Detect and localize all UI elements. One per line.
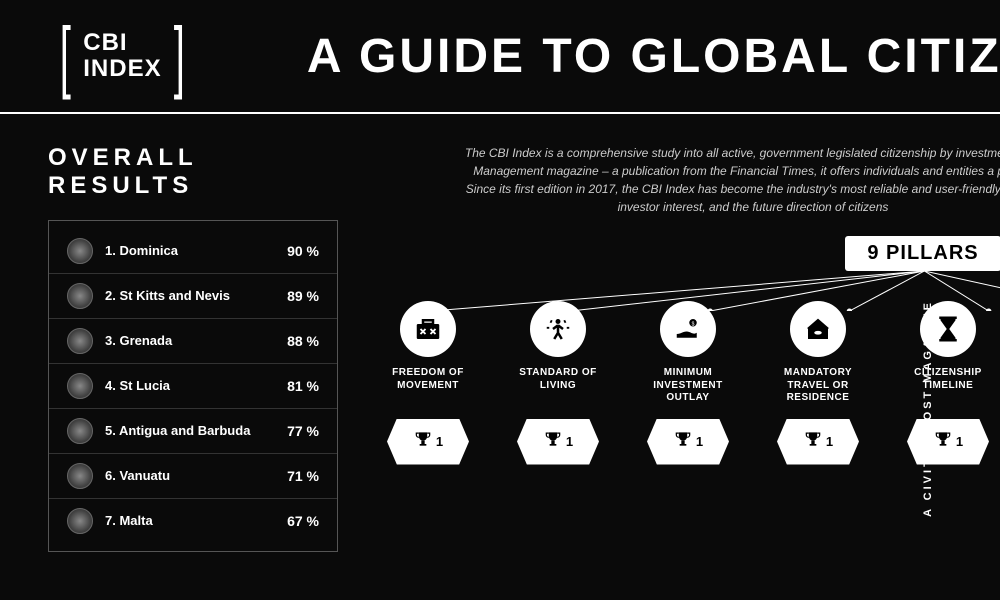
pillar-item: $ MINIMUM INVESTMENT OUTLAY bbox=[638, 301, 738, 405]
table-row: 6. Vanuatu71 % bbox=[49, 454, 337, 499]
pillar-label: MINIMUM INVESTMENT OUTLAY bbox=[638, 367, 738, 405]
trophy-icon bbox=[673, 429, 693, 454]
logo: [ CBI INDEX ] bbox=[48, 28, 197, 84]
percentage-value: 89 % bbox=[269, 288, 319, 304]
logo-line2: INDEX bbox=[83, 56, 161, 82]
intro-line: investor interest, and the future direct… bbox=[388, 198, 1000, 216]
country-name: 2. St Kitts and Nevis bbox=[105, 288, 269, 304]
rank-number: 1 bbox=[696, 434, 703, 449]
pillar-label: CITIZENSHIP TIMELINE bbox=[898, 367, 998, 392]
intro-line: The CBI Index is a comprehensive study i… bbox=[388, 144, 1000, 162]
results-table: 1. Dominica90 %2. St Kitts and Nevis89 %… bbox=[48, 220, 338, 552]
pillars-label: 9 PILLARS bbox=[845, 236, 1000, 271]
flag-icon bbox=[67, 283, 93, 309]
country-name: 5. Antigua and Barbuda bbox=[105, 423, 269, 439]
table-row: 5. Antigua and Barbuda77 % bbox=[49, 409, 337, 454]
svg-text:$: $ bbox=[692, 321, 695, 327]
country-name: 3. Grenada bbox=[105, 333, 269, 349]
percentage-value: 90 % bbox=[269, 243, 319, 259]
rank-number: 1 bbox=[566, 434, 573, 449]
rank-badge: 1 bbox=[508, 419, 608, 465]
flag-icon bbox=[67, 373, 93, 399]
pillar-label: MANDATORY TRAVEL OR RESIDENCE bbox=[768, 367, 868, 405]
rank-number: 1 bbox=[436, 434, 443, 449]
trophy-icon bbox=[543, 429, 563, 454]
pillar-item: CITIZENSHIP TIMELINE bbox=[898, 301, 998, 405]
intro-line: Management magazine – a publication from… bbox=[388, 162, 1000, 180]
bracket-left-icon: [ bbox=[57, 28, 75, 84]
table-row: 2. St Kitts and Nevis89 % bbox=[49, 274, 337, 319]
intro-text: The CBI Index is a comprehensive study i… bbox=[378, 144, 1000, 236]
page-title: A GUIDE TO GLOBAL CITIZ bbox=[307, 29, 1000, 84]
pillar-label: FREEDOM OF MOVEMENT bbox=[378, 367, 478, 392]
rank-badge: 1 bbox=[638, 419, 738, 465]
badges-row: 111111 bbox=[378, 419, 1000, 465]
main-content: OVERALL RESULTS 1. Dominica90 %2. St Kit… bbox=[0, 114, 1000, 552]
flag-icon bbox=[67, 328, 93, 354]
side-watermark: A CIVITAS POST MAGAZINE bbox=[922, 300, 934, 517]
logo-line1: CBI bbox=[83, 30, 161, 56]
results-column: OVERALL RESULTS 1. Dominica90 %2. St Kit… bbox=[48, 144, 338, 552]
percentage-value: 81 % bbox=[269, 378, 319, 394]
connector-lines bbox=[378, 271, 1000, 311]
rank-number: 1 bbox=[826, 434, 833, 449]
rank-badge: 1 bbox=[768, 419, 868, 465]
country-name: 7. Malta bbox=[105, 513, 269, 529]
flag-icon bbox=[67, 508, 93, 534]
rank-badge: 1 bbox=[898, 419, 998, 465]
percentage-value: 67 % bbox=[269, 513, 319, 529]
table-row: 1. Dominica90 % bbox=[49, 229, 337, 274]
country-name: 4. St Lucia bbox=[105, 378, 269, 394]
trophy-icon bbox=[413, 429, 433, 454]
bracket-right-icon: ] bbox=[170, 28, 188, 84]
pillar-item: STANDARD OF LIVING bbox=[508, 301, 608, 405]
table-row: 4. St Lucia81 % bbox=[49, 364, 337, 409]
intro-line: Since its first edition in 2017, the CBI… bbox=[388, 180, 1000, 198]
country-name: 1. Dominica bbox=[105, 243, 269, 259]
pillar-label: STANDARD OF LIVING bbox=[508, 367, 608, 392]
rank-badge: 1 bbox=[378, 419, 478, 465]
trophy-icon bbox=[803, 429, 823, 454]
country-name: 6. Vanuatu bbox=[105, 468, 269, 484]
pillars-column: The CBI Index is a comprehensive study i… bbox=[338, 144, 1000, 552]
rank-number: 1 bbox=[956, 434, 963, 449]
flag-icon bbox=[67, 463, 93, 489]
header: [ CBI INDEX ] A GUIDE TO GLOBAL CITIZ bbox=[0, 0, 1000, 114]
overall-results-heading: OVERALL RESULTS bbox=[48, 144, 338, 200]
pillar-item: MANDATORY TRAVEL OR RESIDENCE bbox=[768, 301, 868, 405]
pillars-label-container: 9 PILLARS bbox=[378, 236, 1000, 271]
trophy-icon bbox=[933, 429, 953, 454]
flag-icon bbox=[67, 418, 93, 444]
flag-icon bbox=[67, 238, 93, 264]
table-row: 7. Malta67 % bbox=[49, 499, 337, 543]
percentage-value: 71 % bbox=[269, 468, 319, 484]
pillars-row: FREEDOM OF MOVEMENT STANDARD OF LIVING $ MI… bbox=[378, 301, 1000, 405]
pillar-item: FREEDOM OF MOVEMENT bbox=[378, 301, 478, 405]
percentage-value: 88 % bbox=[269, 333, 319, 349]
table-row: 3. Grenada88 % bbox=[49, 319, 337, 364]
percentage-value: 77 % bbox=[269, 423, 319, 439]
